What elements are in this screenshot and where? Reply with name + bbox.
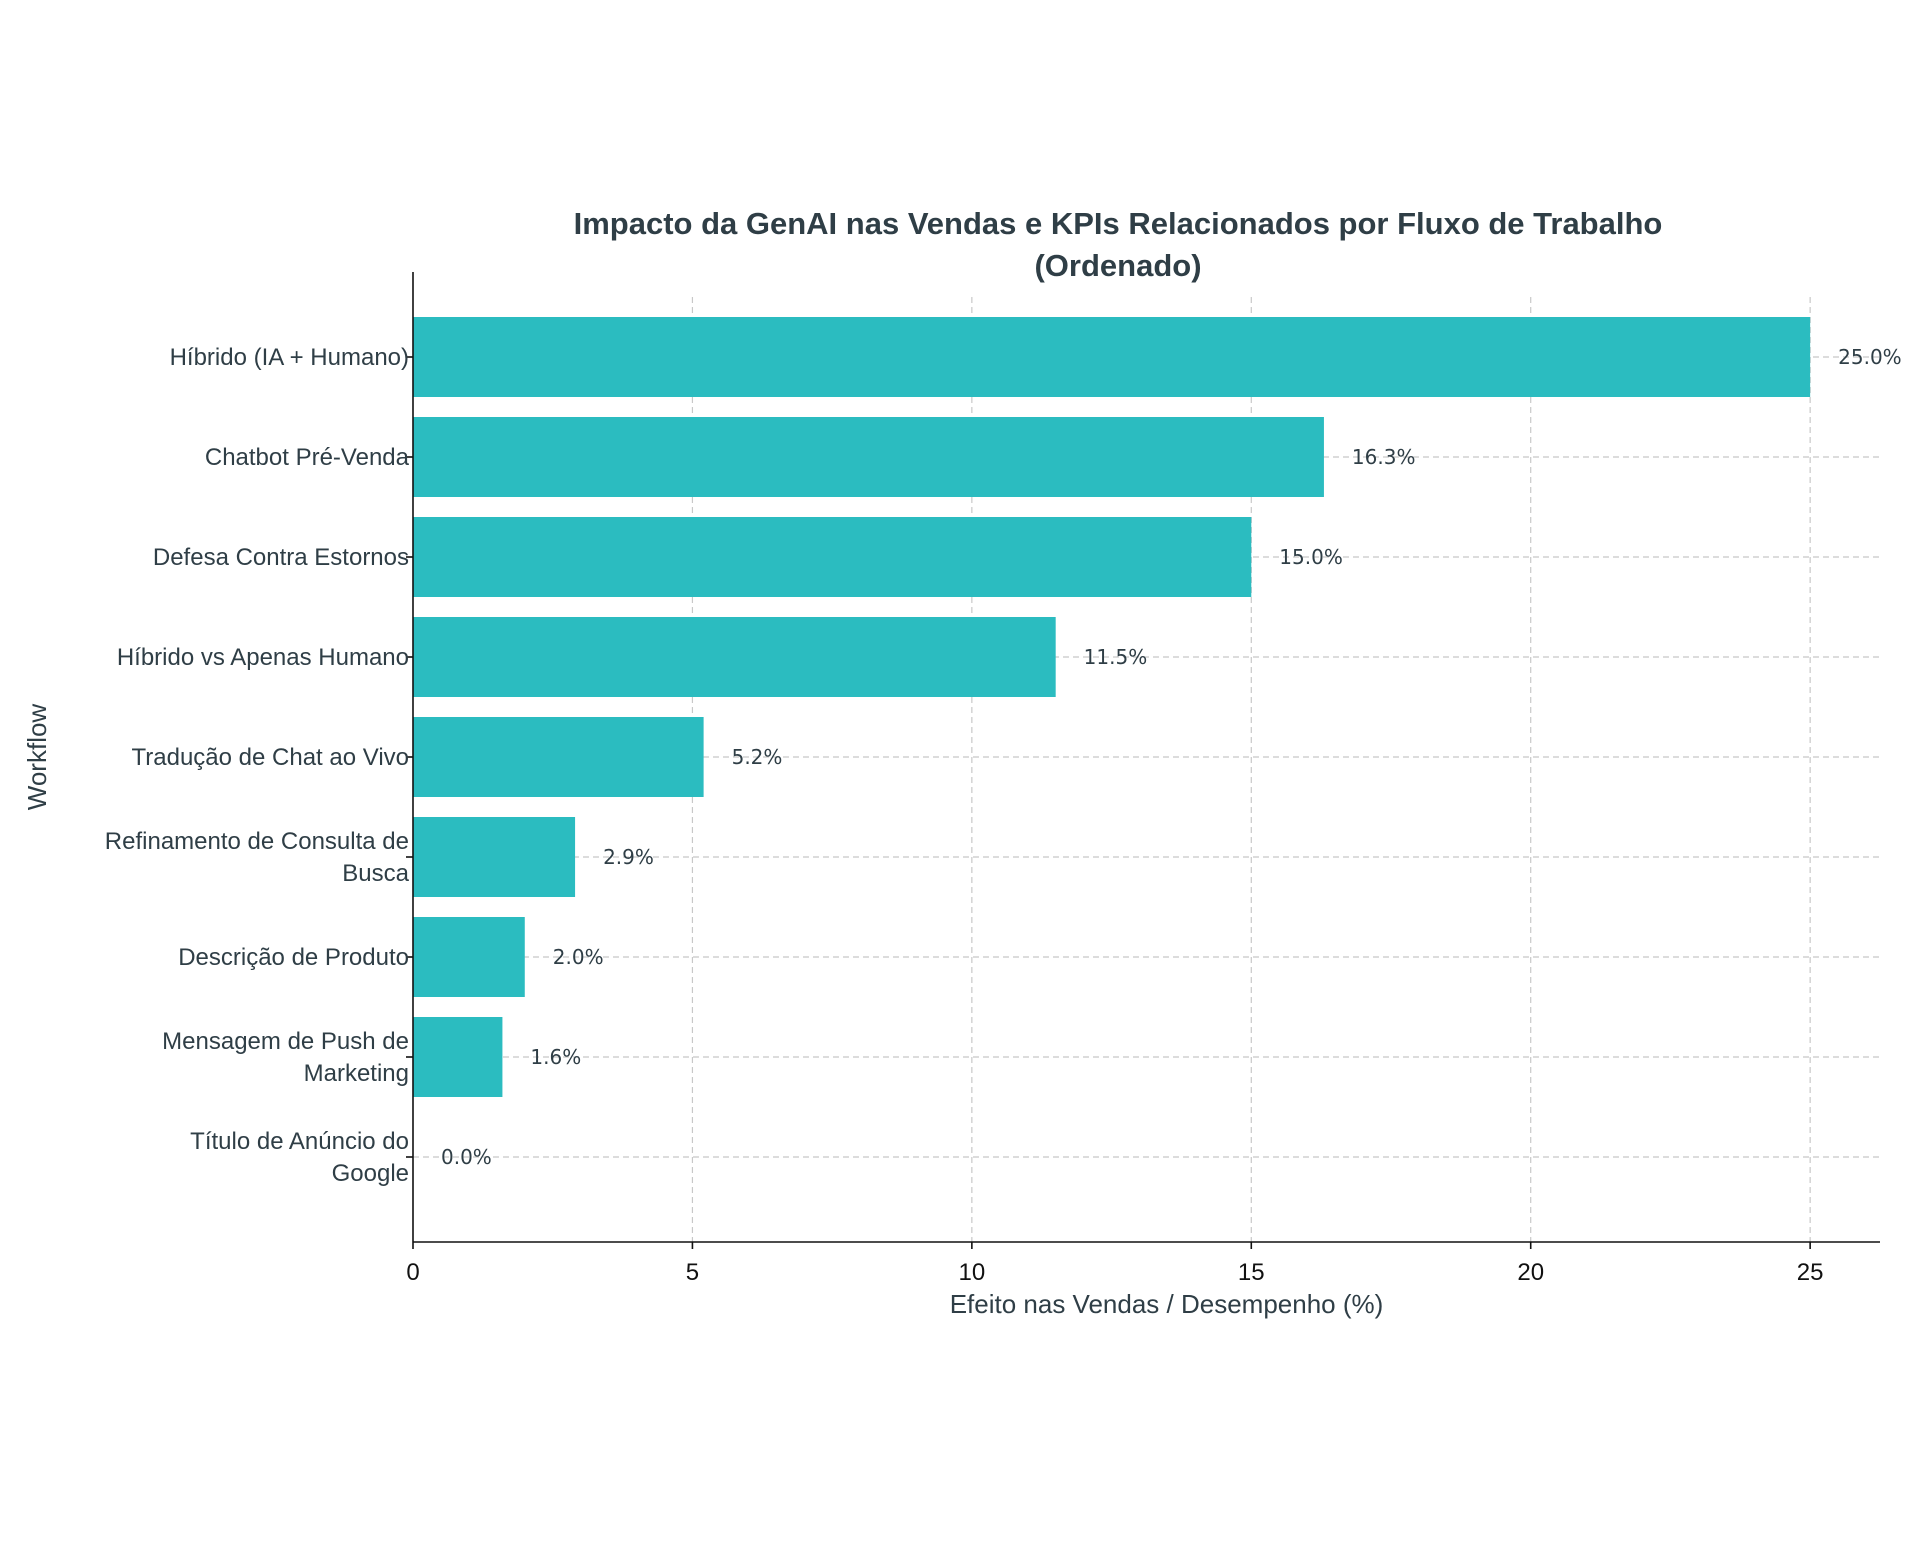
x-tick-label: 0 (406, 1259, 419, 1286)
category-label: Tradução de Chat ao Vivo (131, 744, 409, 771)
category-label-line: Chatbot Pré-Venda (205, 444, 410, 471)
category-label-line: Tradução de Chat ao Vivo (131, 744, 409, 771)
data-label: 16.3% (1352, 445, 1416, 469)
category-label: Chatbot Pré-Venda (205, 444, 410, 471)
chart-title-line: Impacto da GenAI nas Vendas e KPIs Relac… (574, 206, 1663, 241)
data-label: 2.9% (603, 845, 654, 869)
category-label-line: Mensagem de Push de (162, 1028, 409, 1055)
bar-layer (413, 317, 1811, 1097)
data-label: 15.0% (1279, 545, 1343, 569)
category-label-line: Descrição de Produto (178, 944, 409, 971)
bar (413, 917, 525, 997)
category-label-line: Refinamento de Consulta de (105, 828, 409, 855)
category-label-line: Busca (342, 860, 409, 887)
x-tick-label: 15 (1238, 1259, 1265, 1286)
bar (413, 317, 1811, 397)
data-label: 0.0% (441, 1145, 492, 1169)
bar (413, 517, 1252, 597)
x-tick-label: 10 (959, 1259, 986, 1286)
bar (413, 417, 1324, 497)
data-label: 5.2% (732, 745, 783, 769)
category-label-line: Título de Anúncio do (190, 1128, 409, 1155)
category-label: Híbrido vs Apenas Humano (117, 644, 409, 671)
x-axis-title: Efeito nas Vendas / Desempenho (%) (950, 1289, 1384, 1319)
label-layer: Híbrido (IA + Humano) 25.0% Chatbot Pré-Ve… (105, 344, 1902, 1187)
x-tick-label: 25 (1797, 1259, 1824, 1286)
y-axis-title: Workflow (22, 704, 52, 811)
category-label-line: Defesa Contra Estornos (153, 544, 409, 571)
bar (413, 717, 704, 797)
data-label: 11.5% (1084, 645, 1148, 669)
data-label: 1.6% (530, 1045, 581, 1069)
x-tick-label: 20 (1517, 1259, 1544, 1286)
axis-layer: 0 5 10 15 20 25 Efeito nas Vendas / Desempenho… (22, 272, 1880, 1319)
category-label: Defesa Contra Estornos (153, 544, 409, 571)
data-label: 2.0% (553, 945, 604, 969)
category-label-line: Marketing (304, 1060, 409, 1087)
category-label: Descrição de Produto (178, 944, 409, 971)
category-label: Refinamento de Consulta de Busca (105, 828, 410, 887)
x-tick-label: 5 (686, 1259, 699, 1286)
category-label: Híbrido (IA + Humano) (170, 344, 409, 371)
category-label-line: Híbrido vs Apenas Humano (117, 644, 409, 671)
bar (413, 617, 1056, 697)
category-label-line: Google (332, 1160, 409, 1187)
chart-title-line: (Ordenado) (1034, 248, 1201, 283)
category-label-line: Híbrido (IA + Humano) (170, 344, 409, 371)
bar (413, 1017, 503, 1097)
data-label: 25.0% (1838, 345, 1902, 369)
category-label: Mensagem de Push de Marketing (162, 1028, 409, 1087)
bar (413, 817, 576, 897)
chart-title: Impacto da GenAI nas Vendas e KPIs Relac… (574, 206, 1663, 283)
category-label: Título de Anúncio do Google (190, 1128, 409, 1187)
